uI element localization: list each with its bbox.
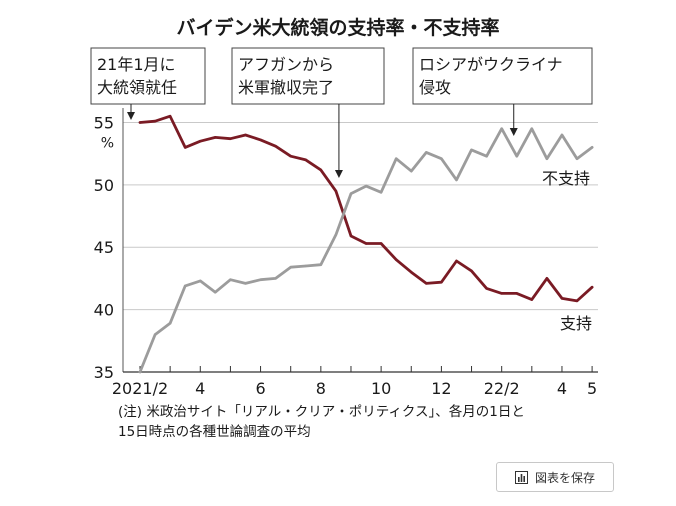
annotation-box [90, 47, 206, 105]
data-point-disapproval [395, 157, 398, 160]
data-point-support [319, 168, 322, 172]
annotation-arrowhead [509, 128, 518, 136]
data-point-disapproval [500, 127, 503, 130]
data-point-disapproval [199, 279, 202, 283]
data-point-support [244, 133, 247, 137]
data-point-disapproval [470, 148, 473, 152]
data-point-disapproval [138, 370, 142, 374]
data-point-support [229, 137, 232, 140]
data-point-support [500, 292, 503, 295]
y-tick-label: 35 [94, 363, 114, 382]
data-point-support [184, 146, 187, 149]
series-label-support: 支持 [560, 314, 592, 333]
annotation-text: 米軍撤収完了 [238, 78, 334, 97]
data-point-disapproval [575, 157, 579, 160]
x-tick-label: 2021/2 [112, 379, 168, 398]
data-point-support [289, 155, 292, 158]
data-point-disapproval [455, 178, 458, 182]
data-point-support [575, 299, 579, 303]
data-point-support [138, 121, 142, 124]
data-point-support [259, 138, 262, 142]
data-point-disapproval [319, 263, 322, 266]
data-point-disapproval [545, 157, 549, 160]
data-point-disapproval [560, 133, 564, 137]
y-tick-label: 55 [94, 113, 114, 132]
data-point-support [470, 269, 473, 273]
series-line-disapproval [138, 127, 594, 374]
data-point-disapproval [364, 184, 368, 188]
data-point-support [530, 298, 533, 301]
data-point-support [440, 281, 443, 284]
data-point-support [153, 120, 157, 123]
y-unit-label: % [101, 135, 114, 151]
x-tick-label: 12 [431, 379, 451, 398]
data-point-disapproval [274, 277, 277, 280]
data-point-disapproval [379, 191, 383, 194]
data-point-disapproval [153, 333, 157, 336]
chart-bar-icon [514, 470, 528, 484]
data-point-disapproval [244, 282, 247, 285]
chart-note: 15日時点の各種世論調査の平均 [118, 424, 311, 440]
data-point-disapproval [304, 264, 307, 268]
series-label-disapproval: 不支持 [542, 169, 590, 188]
data-point-disapproval [168, 322, 172, 325]
y-tick-label: 50 [94, 176, 114, 195]
data-point-support [349, 234, 353, 238]
x-tick-label: 22/2 [484, 379, 520, 398]
annotation-box [412, 47, 593, 105]
data-point-support [560, 297, 564, 300]
y-tick-label: 40 [94, 301, 114, 320]
data-point-support [379, 242, 383, 245]
annotation-text: 大統領就任 [97, 78, 177, 97]
annotation-arrowhead [127, 112, 135, 120]
x-tick-label: 5 [587, 379, 597, 398]
data-point-support [168, 115, 172, 118]
x-tick-label: 8 [316, 379, 326, 398]
data-point-support [199, 140, 202, 143]
data-point-disapproval [410, 169, 413, 173]
x-tick-label: 4 [557, 379, 567, 398]
data-point-disapproval [229, 278, 232, 281]
data-point-support [455, 259, 458, 263]
data-point-disapproval [425, 151, 428, 154]
save-chart-label: 図表を保存 [534, 470, 595, 485]
x-tick-label: 10 [371, 379, 391, 398]
data-point-support [485, 287, 488, 290]
data-point-disapproval [334, 233, 338, 236]
x-tick-label: 6 [255, 379, 265, 398]
data-point-disapproval [440, 157, 443, 160]
data-point-support [214, 136, 217, 139]
data-point-disapproval [349, 192, 353, 195]
chart-title: バイデン米大統領の支持率・不支持率 [176, 16, 499, 39]
y-tick-label: 45 [94, 238, 114, 257]
data-point-support [425, 282, 428, 285]
save-chart-button[interactable]: 図表を保存 [496, 462, 614, 492]
data-point-support [410, 271, 413, 274]
annotation-text: アフガンから [238, 55, 334, 74]
data-point-support [304, 158, 307, 162]
data-point-disapproval [485, 155, 488, 158]
data-point-support [274, 145, 277, 148]
data-point-disapproval [214, 291, 217, 294]
data-point-support [545, 277, 549, 280]
data-point-disapproval [289, 266, 292, 269]
chart-note: (注) 米政治サイト「リアル・クリア・ポリティクス」、各月の1日と [118, 404, 525, 420]
data-point-support [364, 242, 368, 245]
x-tick-label: 4 [195, 379, 205, 398]
data-point-support [515, 292, 518, 295]
data-point-support [590, 286, 594, 289]
annotation-text: ロシアがウクライナ [419, 55, 563, 74]
data-point-support [334, 189, 338, 193]
data-point-support [395, 258, 398, 261]
annotation-arrowhead [334, 170, 343, 178]
data-point-disapproval [259, 278, 262, 281]
data-point-disapproval [530, 127, 533, 130]
data-point-disapproval [590, 146, 594, 149]
data-point-disapproval [515, 155, 518, 158]
annotation-text: 21年1月に [97, 55, 176, 74]
annotation-text: 侵攻 [419, 78, 451, 97]
data-point-disapproval [184, 284, 187, 288]
annotation-box [231, 47, 385, 105]
